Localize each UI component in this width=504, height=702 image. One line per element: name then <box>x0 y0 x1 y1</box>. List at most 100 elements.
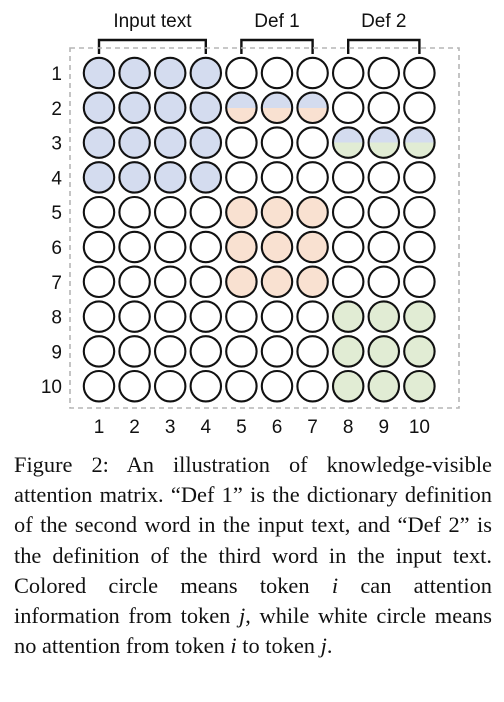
matrix-cell <box>296 195 329 229</box>
matrix-cell <box>331 230 365 264</box>
group-brackets: Input text Def 1 Def 2 <box>97 11 421 54</box>
matrix-cell <box>367 265 401 299</box>
caption-text: . <box>326 633 333 659</box>
matrix-cell <box>118 230 151 264</box>
matrix-cell <box>331 195 365 229</box>
col-labels: 1 2 3 4 5 6 7 8 9 10 <box>94 417 430 438</box>
row-label: 10 <box>41 377 62 398</box>
matrix-cell <box>367 56 401 90</box>
matrix-cell <box>153 56 187 90</box>
matrix-cell <box>403 195 436 229</box>
row-label: 9 <box>51 342 62 363</box>
matrix-cell <box>189 161 223 194</box>
matrix-cell <box>118 335 151 368</box>
matrix-cell <box>189 265 223 299</box>
matrix-cell <box>118 195 151 229</box>
matrix-cell <box>331 265 365 299</box>
matrix-cell <box>82 56 116 90</box>
row-label: 8 <box>51 308 62 329</box>
matrix-cell <box>403 161 436 194</box>
row-label: 4 <box>51 168 62 189</box>
matrix-cell <box>331 161 365 194</box>
col-label: 8 <box>343 417 354 438</box>
matrix-cell <box>118 56 151 90</box>
matrix-cell <box>189 335 223 368</box>
matrix-cell <box>118 265 151 299</box>
row-label: 6 <box>51 238 62 259</box>
matrix-cell <box>225 300 258 333</box>
col-label: 10 <box>409 417 430 438</box>
matrix-cell <box>153 230 187 264</box>
matrix-cell <box>403 369 436 403</box>
matrix-cell <box>367 335 401 368</box>
matrix-cell <box>189 300 223 333</box>
matrix-cell <box>82 91 116 125</box>
matrix-cell <box>260 161 294 194</box>
matrix-cell <box>296 230 329 264</box>
matrix-cell <box>367 91 401 125</box>
matrix-cell <box>153 161 187 194</box>
matrix-cell <box>367 195 401 229</box>
matrix-cell <box>82 335 116 368</box>
matrix-cell <box>189 56 223 90</box>
matrix-cell <box>189 91 223 125</box>
matrix-cell <box>82 161 116 194</box>
matrix-cell <box>260 369 294 403</box>
row-label: 1 <box>51 64 62 85</box>
matrix-cell <box>403 300 436 333</box>
matrix-cell <box>82 265 116 299</box>
matrix-cell <box>225 91 258 125</box>
group-bracket <box>347 38 421 54</box>
matrix-cell <box>331 126 365 159</box>
matrix-cell <box>260 56 294 90</box>
matrix-cell <box>118 161 151 194</box>
matrix-cell <box>331 369 365 403</box>
matrix-cell <box>189 195 223 229</box>
matrix-cell <box>82 230 116 264</box>
matrix-cell <box>189 126 223 159</box>
matrix-cell <box>403 335 436 368</box>
matrix-cell <box>82 300 116 333</box>
matrix-cell <box>260 265 294 299</box>
matrix-cell <box>403 126 436 159</box>
row-label: 2 <box>51 99 62 120</box>
matrix-cell <box>153 300 187 333</box>
matrix-cell <box>189 369 223 403</box>
matrix-cell <box>260 230 294 264</box>
caption-var-j: j <box>239 603 246 629</box>
row-label: 3 <box>51 134 62 155</box>
matrix-cell <box>260 91 294 125</box>
caption-var-j: j <box>320 633 327 659</box>
matrix-cell <box>225 335 258 368</box>
matrix-cell <box>296 161 329 194</box>
row-label: 5 <box>51 203 62 224</box>
matrix-cell <box>153 195 187 229</box>
matrix-cell <box>367 126 401 159</box>
matrix-cell <box>331 56 365 90</box>
matrix-cells <box>82 56 436 403</box>
col-label: 5 <box>236 417 247 438</box>
col-label: 3 <box>165 417 176 438</box>
group-bracket <box>240 38 314 54</box>
matrix-cell <box>260 300 294 333</box>
col-label: 1 <box>94 417 105 438</box>
group-bracket <box>97 38 207 54</box>
matrix-cell <box>260 195 294 229</box>
col-label: 2 <box>129 417 140 438</box>
matrix-cell <box>296 91 329 125</box>
caption-text: to token <box>236 633 321 659</box>
caption-text: Figure 2: An illustration of knowledge-v… <box>14 452 492 598</box>
matrix-cell <box>260 126 294 159</box>
matrix-cell <box>367 369 401 403</box>
row-label: 7 <box>51 273 62 294</box>
matrix-cell <box>296 335 329 368</box>
matrix-cell <box>153 91 187 125</box>
col-label: 7 <box>307 417 318 438</box>
caption-text: , while white circle means no attention … <box>14 603 492 659</box>
matrix-cell <box>225 230 258 264</box>
group-label: Def 1 <box>254 11 299 32</box>
group-label: Def 2 <box>361 11 406 32</box>
matrix-cell <box>153 335 187 368</box>
matrix-cell <box>296 300 329 333</box>
matrix-cell <box>403 91 436 125</box>
